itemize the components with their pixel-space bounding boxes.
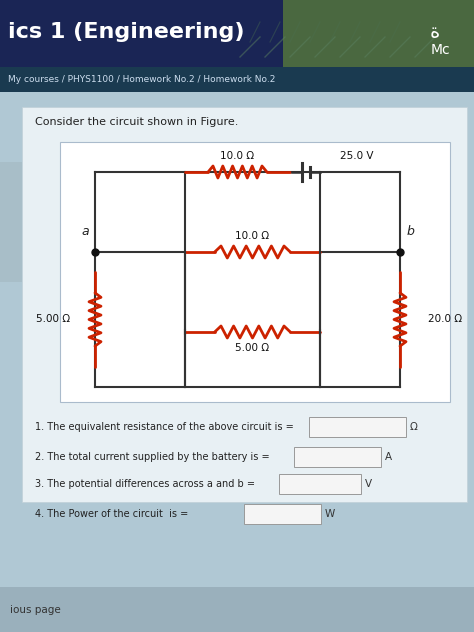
Text: 5.00 Ω: 5.00 Ω [36,315,70,324]
Text: b: b [406,225,414,238]
Text: Consider the circuit shown in Figure.: Consider the circuit shown in Figure. [35,117,238,127]
Text: Mc: Mc [430,43,450,57]
Text: My courses / PHYS1100 / Homework No.2 / Homework No.2: My courses / PHYS1100 / Homework No.2 / … [8,75,275,83]
Text: 1. The equivalent resistance of the above circuit is =: 1. The equivalent resistance of the abov… [35,422,294,432]
Text: 25.0 V: 25.0 V [340,151,374,161]
Text: Ω: Ω [410,422,418,432]
Text: A: A [385,452,392,462]
Text: 10.0 Ω: 10.0 Ω [220,151,255,161]
Text: 3. The potential differences across a and b =: 3. The potential differences across a an… [35,479,255,489]
FancyBboxPatch shape [0,162,22,282]
FancyBboxPatch shape [279,474,361,494]
FancyBboxPatch shape [309,417,406,437]
Text: 10.0 Ω: 10.0 Ω [236,231,270,241]
Text: V: V [365,479,372,489]
Text: ious page: ious page [10,605,61,615]
FancyBboxPatch shape [0,67,474,92]
Text: 20.0 Ω: 20.0 Ω [428,315,462,324]
FancyBboxPatch shape [0,92,474,632]
FancyBboxPatch shape [294,447,381,467]
Text: 4. The Power of the circuit  is =: 4. The Power of the circuit is = [35,509,188,519]
Text: a: a [81,225,89,238]
Text: 5.00 Ω: 5.00 Ω [236,343,270,353]
Text: 2. The total current supplied by the battery is =: 2. The total current supplied by the bat… [35,452,270,462]
FancyBboxPatch shape [60,142,450,402]
FancyBboxPatch shape [22,107,467,502]
FancyBboxPatch shape [0,0,474,67]
FancyBboxPatch shape [0,587,474,632]
Text: ة: ة [430,23,440,42]
Text: ics 1 (Engineering): ics 1 (Engineering) [8,22,245,42]
FancyBboxPatch shape [244,504,321,524]
Text: W: W [325,509,335,519]
FancyBboxPatch shape [0,0,283,70]
